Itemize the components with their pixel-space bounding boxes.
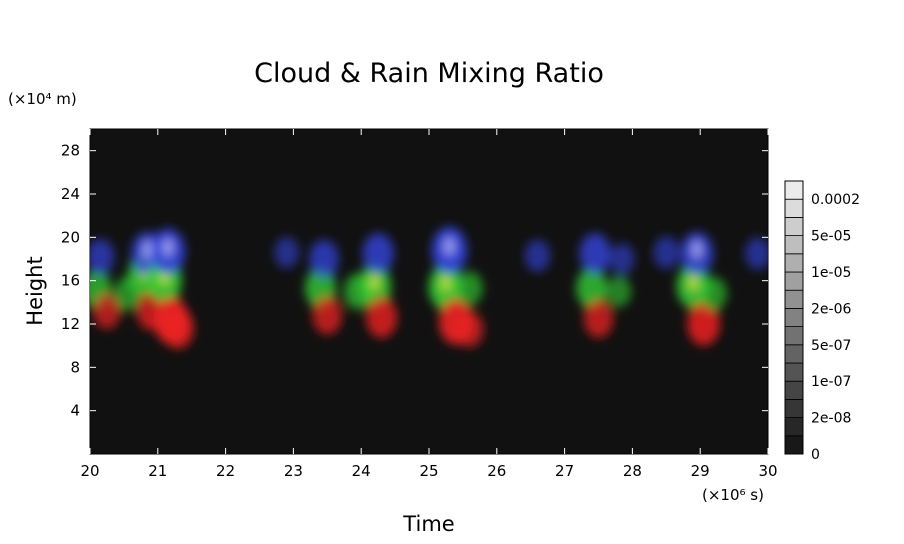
colorbar-label: 1e-07 xyxy=(811,374,851,390)
heatmap-blob-blue xyxy=(524,239,551,272)
heatmap-blob-red xyxy=(92,293,121,329)
heatmap-blob-blue xyxy=(653,236,680,269)
heatmap-blob-red xyxy=(583,299,614,338)
heatmap-blob-core xyxy=(691,240,702,259)
y-tick-label: 16 xyxy=(61,272,80,290)
x-tick-label: 27 xyxy=(555,462,574,480)
x-tick-label: 21 xyxy=(148,462,167,480)
heatmap-blob-green xyxy=(606,275,632,308)
x-tick-label: 30 xyxy=(758,462,777,480)
heatmap-blob-blue xyxy=(362,233,394,274)
colorbar-segment xyxy=(784,271,804,291)
x-tick-label: 24 xyxy=(352,462,371,480)
y-tick-label: 20 xyxy=(61,228,80,246)
heatmap-blob-red xyxy=(455,311,484,348)
heatmap-blob-core xyxy=(162,238,173,257)
colorbar-segment xyxy=(784,289,804,309)
colorbar-label: 2e-06 xyxy=(811,301,851,317)
heatmap-blob-red xyxy=(312,296,343,335)
y-axis-label: Height xyxy=(23,256,47,325)
heatmap-blob-blue xyxy=(579,233,611,274)
colorbar-segment xyxy=(784,380,804,400)
colorbar-segment xyxy=(784,235,804,255)
chart-title: Cloud & Rain Mixing Ratio xyxy=(254,58,604,89)
y-tick-label: 12 xyxy=(61,315,80,333)
x-tick-label: 25 xyxy=(419,462,438,480)
x-tick-label: 22 xyxy=(216,462,235,480)
colorbar-segment xyxy=(784,253,804,273)
heatmap-blob-red xyxy=(687,302,720,346)
x-unit-label: (×10⁶ s) xyxy=(702,486,764,504)
colorbar-segment xyxy=(784,362,804,382)
y-tick-label: 4 xyxy=(70,402,80,420)
heatmap-blob-red xyxy=(365,297,398,338)
colorbar-segment xyxy=(784,435,804,455)
colorbar-segment xyxy=(784,417,804,437)
heatmap-blob-blue xyxy=(609,243,635,275)
colorbar-label: 0 xyxy=(811,447,820,463)
colorbar-segment xyxy=(784,216,804,236)
colorbar-label: 5e-07 xyxy=(811,338,851,354)
heatmap-blob-blue xyxy=(309,239,339,279)
y-tick-label: 8 xyxy=(70,358,80,376)
colorbar: 0 2e-08 1e-07 5e-07 2e-06 1e-05 5e-05 0.0002 xyxy=(784,180,860,463)
heatmap-blob-blue xyxy=(745,237,768,270)
heatmap-blob-core xyxy=(688,273,699,292)
heatmap-cells xyxy=(90,226,768,349)
colorbar-label: 2e-08 xyxy=(811,411,851,427)
heatmap-blob-red xyxy=(162,307,194,349)
colorbar-label: 0.0002 xyxy=(811,192,860,208)
heatmap-blob-green xyxy=(114,276,141,311)
colorbar-segment xyxy=(784,398,804,418)
colorbar-label: 1e-05 xyxy=(811,265,851,281)
heatmap-blob-blue xyxy=(90,238,115,275)
heatmap-blob-green xyxy=(700,276,727,311)
colorbar-frame xyxy=(784,180,804,455)
y-tick-label: 28 xyxy=(61,142,80,160)
x-axis-label: Time xyxy=(402,512,454,536)
colorbar-segment xyxy=(784,198,804,218)
heatmap-blob-blue xyxy=(274,236,300,269)
heatmap-blob-core xyxy=(369,273,380,292)
colorbar-segment xyxy=(784,180,804,200)
y-unit-label: (×10⁴ m) xyxy=(8,90,77,108)
x-tick-label: 28 xyxy=(623,462,642,480)
x-tick-label: 20 xyxy=(80,462,99,480)
plot-area xyxy=(89,128,769,455)
colorbar-segment xyxy=(784,326,804,346)
x-tick-label: 26 xyxy=(487,462,506,480)
heatmap-blob-green xyxy=(456,271,483,306)
heatmap-blob-green xyxy=(576,267,608,309)
x-tick-label: 29 xyxy=(691,462,710,480)
colorbar-segment xyxy=(784,307,804,327)
x-tick-label: 23 xyxy=(284,462,303,480)
axes: 20 21 22 23 24 25 26 27 28 29 30 4 8 12 16 20 24 28 xyxy=(61,129,778,480)
colorbar-label: 5e-05 xyxy=(811,229,851,245)
colorbar-segment xyxy=(784,344,804,364)
heatmap-blob-core xyxy=(142,240,153,259)
heatmap-blob-core xyxy=(444,237,455,256)
heatmap-blob-core xyxy=(440,274,451,293)
y-tick-label: 24 xyxy=(61,185,80,203)
